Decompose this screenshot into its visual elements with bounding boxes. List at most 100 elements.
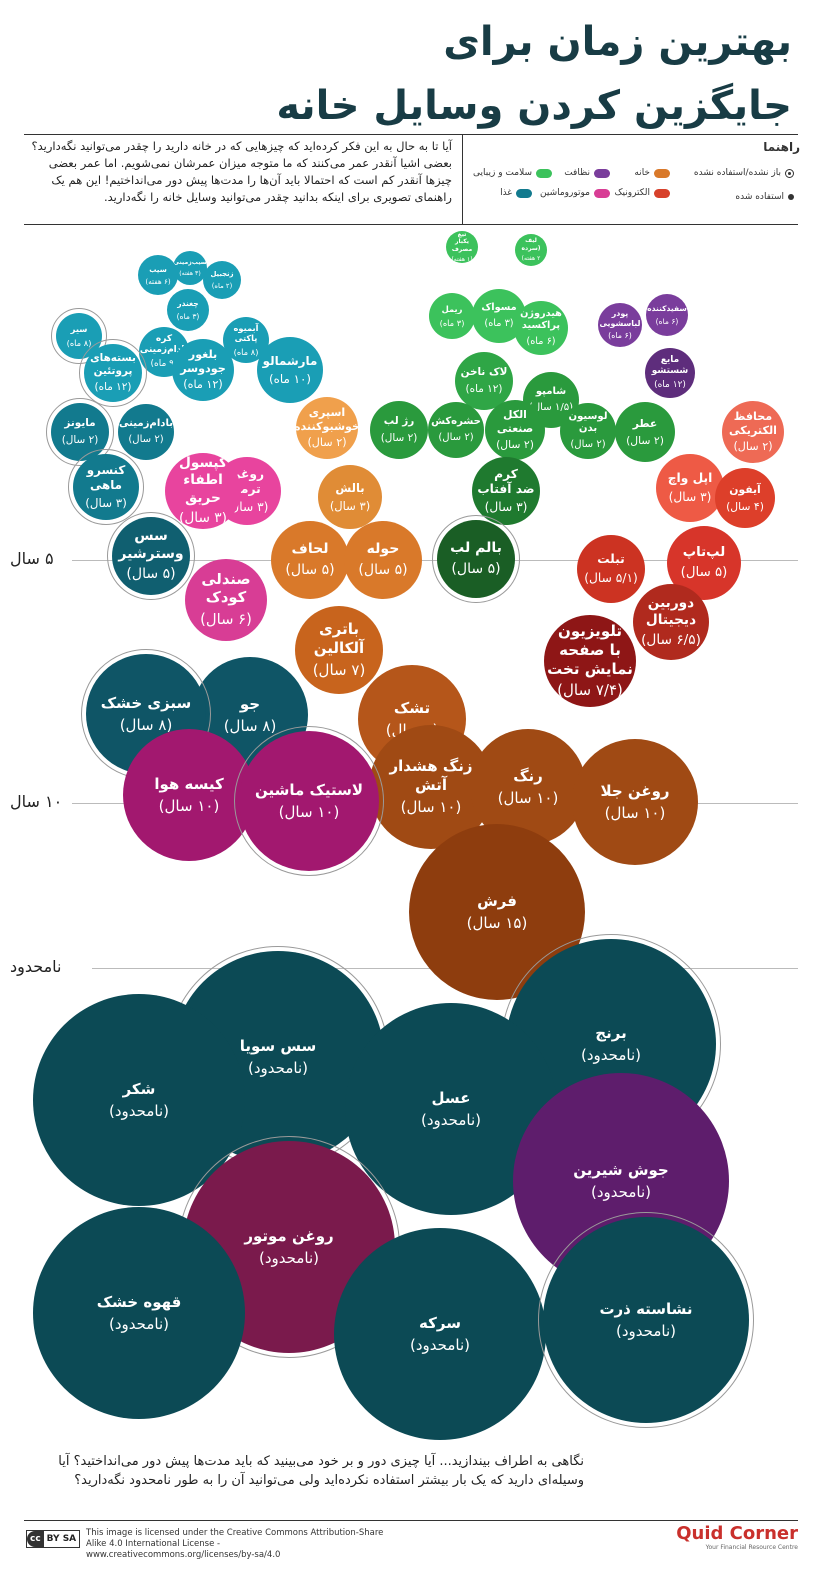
level-label-unlimited: نامحدود (10, 957, 62, 976)
bubble-duration: (۱۲ ماه) (94, 381, 132, 394)
bubble-duration: (۸ ماه) (233, 346, 259, 357)
bubble-label: کیسه هوا (154, 774, 224, 793)
home-swatch (654, 168, 670, 178)
level-label-5: ۵ سال (10, 549, 54, 568)
brand-name: Quid Corner (676, 1523, 798, 1544)
bubble-item: بسته‌های پروتئین (۱۲ ماه) (84, 344, 142, 402)
bubble-label: آبمیوه پاکتی (233, 322, 259, 344)
bubble-label: کرم ضد آفتاب (477, 466, 535, 496)
bubble-item: لاک ناخن (۱۲ ماه) (455, 352, 513, 410)
bubble-duration: (۶ هفته) (145, 276, 171, 286)
bubble-label: اپل واچ (667, 471, 713, 486)
bubble-item: ریمل (۳ ماه) (429, 293, 475, 339)
bubble-duration: (۳ ماه) (484, 317, 514, 329)
bubble-label: اسپری خوشبوکننده (296, 405, 358, 433)
bubble-duration: (۱۰ سال) (158, 796, 220, 815)
bubble-duration: (۲ سال) (128, 433, 164, 445)
bubble-duration: (نامحدود) (248, 1058, 308, 1077)
bubble-item: کنسرو ماهی (۳ سال) (73, 454, 139, 520)
bubble-item: هیدروژن پراکسید (۶ ماه) (514, 301, 568, 355)
bubble-label: فرش (477, 891, 517, 910)
unopened-ring (68, 449, 144, 525)
legend-item-used: استفاده شده (735, 192, 794, 202)
bubble-label: سیب‌زمینی (173, 258, 207, 266)
header-divider (24, 134, 798, 135)
bubble-label: حشره‌کش (431, 415, 481, 427)
bubble-label: مارشمالو (262, 353, 318, 368)
bubble-label: عسل (431, 1088, 471, 1107)
bubble-duration: (۲ سال) (626, 433, 664, 447)
bubble-duration: (۳ سال) (179, 509, 227, 526)
bubble-item: پودر لباسشویی (۶ ماه) (598, 303, 642, 347)
bubble-duration: (۶ سال) (200, 610, 252, 628)
bubble-item: صندلی کودک (۶ سال) (185, 559, 267, 641)
bubble-item: لحاف (۵ سال) (271, 521, 349, 599)
bubble-label: حوله (366, 540, 400, 557)
bubble-duration: (۲ سال) (733, 440, 773, 454)
bubble-item: سس وسترشیر (۵ سال) (112, 517, 190, 595)
bubble-item: لوسیون بدن (۲ سال) (560, 403, 616, 459)
bubble-duration: (۵ سال) (451, 560, 501, 577)
bubble-label: عطر (632, 417, 658, 431)
bubble-label: تلویزیون با صفحه نمایش تخت (547, 622, 633, 678)
bubble-duration: (نامحدود) (616, 1321, 676, 1340)
bubble-duration: (۲ سال) (307, 436, 347, 450)
footer-divider (24, 1520, 798, 1521)
bubble-label: آیفون (729, 483, 761, 497)
bubble-duration: (۲ سال) (380, 431, 418, 444)
brand-logo: Quid Corner Your Financial Resource Cent… (676, 1523, 798, 1552)
bubble-label: سفیدکننده (647, 304, 687, 314)
bubble-label: چغندر (177, 299, 199, 309)
bubble-item: بالش (۳ سال) (318, 465, 382, 529)
bubble-label: سیب (149, 264, 167, 274)
bubble-label: باتری آلکالین (313, 620, 365, 658)
bubble-duration: (۵ سال) (285, 561, 335, 578)
bubble-label: مسواک (481, 302, 517, 314)
bubble-duration: (۳ ماه) (439, 317, 465, 328)
bubble-label: تیغ یکبار مصرف (451, 231, 473, 253)
bubble-item: تلویزیون با صفحه نمایش تخت (۷/۴ سال) (544, 615, 636, 707)
bubble-duration: (نامحدود) (421, 1110, 481, 1129)
bubble-duration: (۲ ماه) (211, 281, 233, 290)
outro-text: نگاهی به اطراف بیندازید... آیا چیزی دور … (58, 1454, 584, 1488)
legend-item-unopened: باز نشده/استفاده نشده (694, 168, 794, 178)
unopened-ring (234, 726, 384, 876)
intro-divider (24, 224, 798, 225)
level-label-10: ۱۰ سال (10, 792, 63, 811)
intro-text: آیا تا به حال به این فکر کرده‌اید که چیز… (24, 138, 453, 206)
legend: راهنما باز نشده/استفاده نشده استفاده شده… (470, 138, 800, 220)
legend-item-electronics: الکترونیک (614, 188, 670, 198)
cleaning-swatch (594, 168, 610, 178)
license-text: This image is licensed under the Creativ… (86, 1528, 384, 1560)
auto-swatch (594, 188, 610, 198)
bubble-label: سیر (70, 324, 88, 335)
bubble-label: زنگ هشدار آتش (389, 757, 473, 795)
bubble-label: پودر لباسشویی (599, 308, 641, 328)
bubble-duration: (۳ هفته) (179, 269, 201, 277)
unopened-ring (538, 1212, 754, 1428)
bubble-item: محافظ الکتریکی (۲ سال) (722, 401, 784, 463)
bubble-duration: (۱۰ ماه) (269, 371, 312, 386)
bubble-label: سرکه (419, 1313, 461, 1332)
bubble-label: بالش (335, 481, 365, 496)
bubble-item: بالم لب (۵ سال) (437, 520, 515, 598)
bubble-duration: (۱۰ سال) (497, 788, 559, 807)
bubble-item: کیسه هوا (۱۰ سال) (123, 729, 255, 861)
bubble-duration: (۵ سال) (358, 561, 408, 578)
bubble-label: سس وسترشیر (118, 528, 184, 562)
bubble-item: کپسول اطفاء حریق (۳ سال) (165, 453, 241, 529)
bubble-duration: (نامحدود) (109, 1101, 169, 1120)
bubble-item: اپل واچ (۳ سال) (656, 454, 724, 522)
brand-tagline: Your Financial Resource Centre (705, 1544, 798, 1551)
title-line-1: بهترین زمان برای (443, 19, 792, 65)
bubble-duration: (۵ سال) (126, 566, 176, 583)
legend-title: راهنما (763, 140, 800, 154)
bubble-duration: (۸ ماه) (66, 337, 92, 348)
bubble-item: عطر (۲ سال) (615, 402, 675, 462)
bubble-duration: (۱ هفته) (451, 256, 473, 263)
bubble-duration: (۴ سال) (726, 499, 764, 513)
bubble-label: محافظ الکتریکی (729, 409, 777, 437)
bubble-item: روغن جلا (۱۰ سال) (572, 739, 698, 865)
bubble-duration: (۱۲ ماه) (183, 378, 223, 392)
bubble-item: بادام‌زمینی (۲ سال) (118, 404, 174, 460)
